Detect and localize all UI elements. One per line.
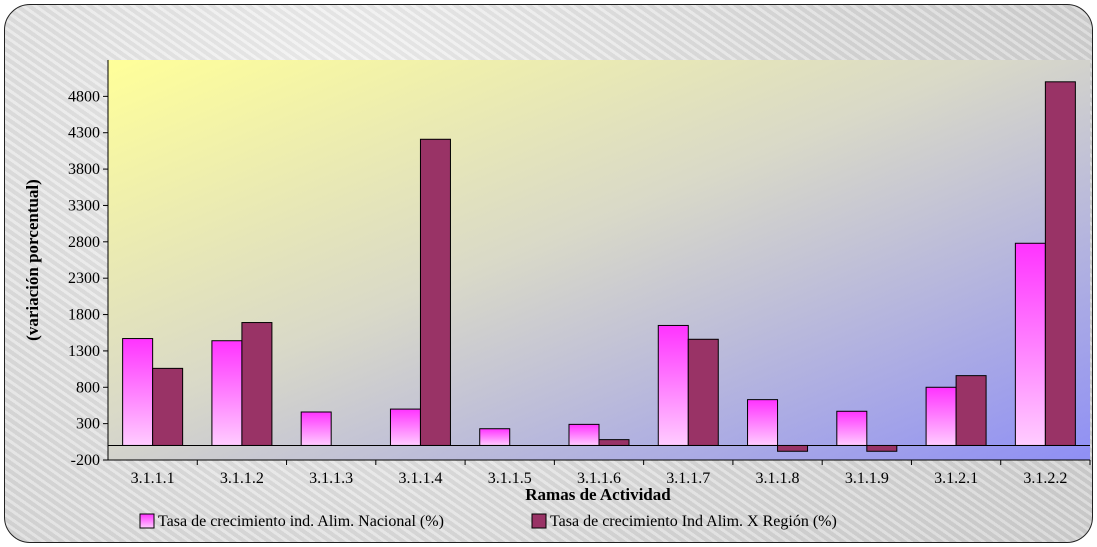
y-tick-label: -200 — [71, 452, 100, 469]
legend-swatch-series-2 — [531, 513, 547, 529]
legend-label-series-1: Tasa de crecimiento ind. Alim. Nacional … — [158, 513, 444, 530]
bar-series-1-3.1.1.3 — [300, 411, 332, 446]
y-tick-label: 3300 — [68, 197, 100, 214]
bar-series-1-3.1.2.2 — [1014, 242, 1046, 446]
x-tick-label: 3.1.1.6 — [577, 470, 621, 487]
x-tick-label: 3.1.1.9 — [845, 470, 889, 487]
bar-series-1-3.1.1.5 — [479, 428, 511, 446]
bar-series-2-3.1.2.2 — [1044, 81, 1076, 446]
x-tick-label: 3.1.1.5 — [488, 470, 532, 487]
y-axis-title: (variación porcentual) — [23, 179, 42, 341]
x-tick-label: 3.1.2.1 — [934, 470, 978, 487]
bar-series-2-3.1.1.7 — [687, 338, 719, 446]
y-tick-label: 4800 — [68, 88, 100, 105]
y-tick-label: 1800 — [68, 307, 100, 324]
y-tick-label: 300 — [76, 416, 100, 433]
bar-series-1-3.1.1.9 — [836, 410, 868, 446]
y-tick-label: 800 — [76, 379, 100, 396]
y-tick-label: 4300 — [68, 125, 100, 142]
bar-series-1-3.1.2.1 — [925, 386, 957, 446]
bar-series-1-3.1.1.6 — [568, 423, 600, 446]
bar-series-2-3.1.1.4 — [419, 138, 451, 446]
y-tick-label: 1300 — [68, 343, 100, 360]
x-axis-title: Ramas de Actividad — [525, 485, 671, 504]
legend-swatch-series-1 — [139, 513, 155, 529]
y-tick-label: 3800 — [68, 161, 100, 178]
bar-series-2-3.1.1.1 — [152, 367, 184, 446]
bar-series-1-3.1.1.1 — [122, 338, 154, 446]
bar-series-1-3.1.1.2 — [211, 340, 243, 446]
x-tick-label: 3.1.2.2 — [1023, 470, 1067, 487]
bar-series-1-3.1.1.8 — [747, 399, 779, 446]
bar-series-2-3.1.2.1 — [955, 375, 987, 446]
x-tick-label: 3.1.1.4 — [398, 470, 442, 487]
legend-label-series-2: Tasa de crecimiento Ind Alim. X Región (… — [550, 513, 837, 530]
bar-series-2-3.1.1.9 — [866, 444, 898, 452]
y-tick-label: 2800 — [68, 234, 100, 251]
legend: Tasa de crecimiento ind. Alim. Nacional … — [139, 513, 837, 530]
bar-series-2-3.1.1.2 — [241, 322, 273, 446]
x-tick-label: 3.1.1.8 — [756, 470, 800, 487]
x-tick-label: 3.1.1.7 — [666, 470, 710, 487]
bar-series-1-3.1.1.4 — [389, 408, 421, 446]
bar-series-1-3.1.1.7 — [657, 324, 689, 446]
y-tick-label: 2300 — [68, 270, 100, 287]
x-tick-label: 3.1.1.1 — [131, 470, 175, 487]
x-tick-label: 3.1.1.3 — [309, 470, 353, 487]
bar-series-2-3.1.1.8 — [777, 444, 809, 452]
bar-series-2-3.1.1.6 — [598, 439, 630, 446]
x-tick-label: 3.1.1.2 — [220, 470, 264, 487]
